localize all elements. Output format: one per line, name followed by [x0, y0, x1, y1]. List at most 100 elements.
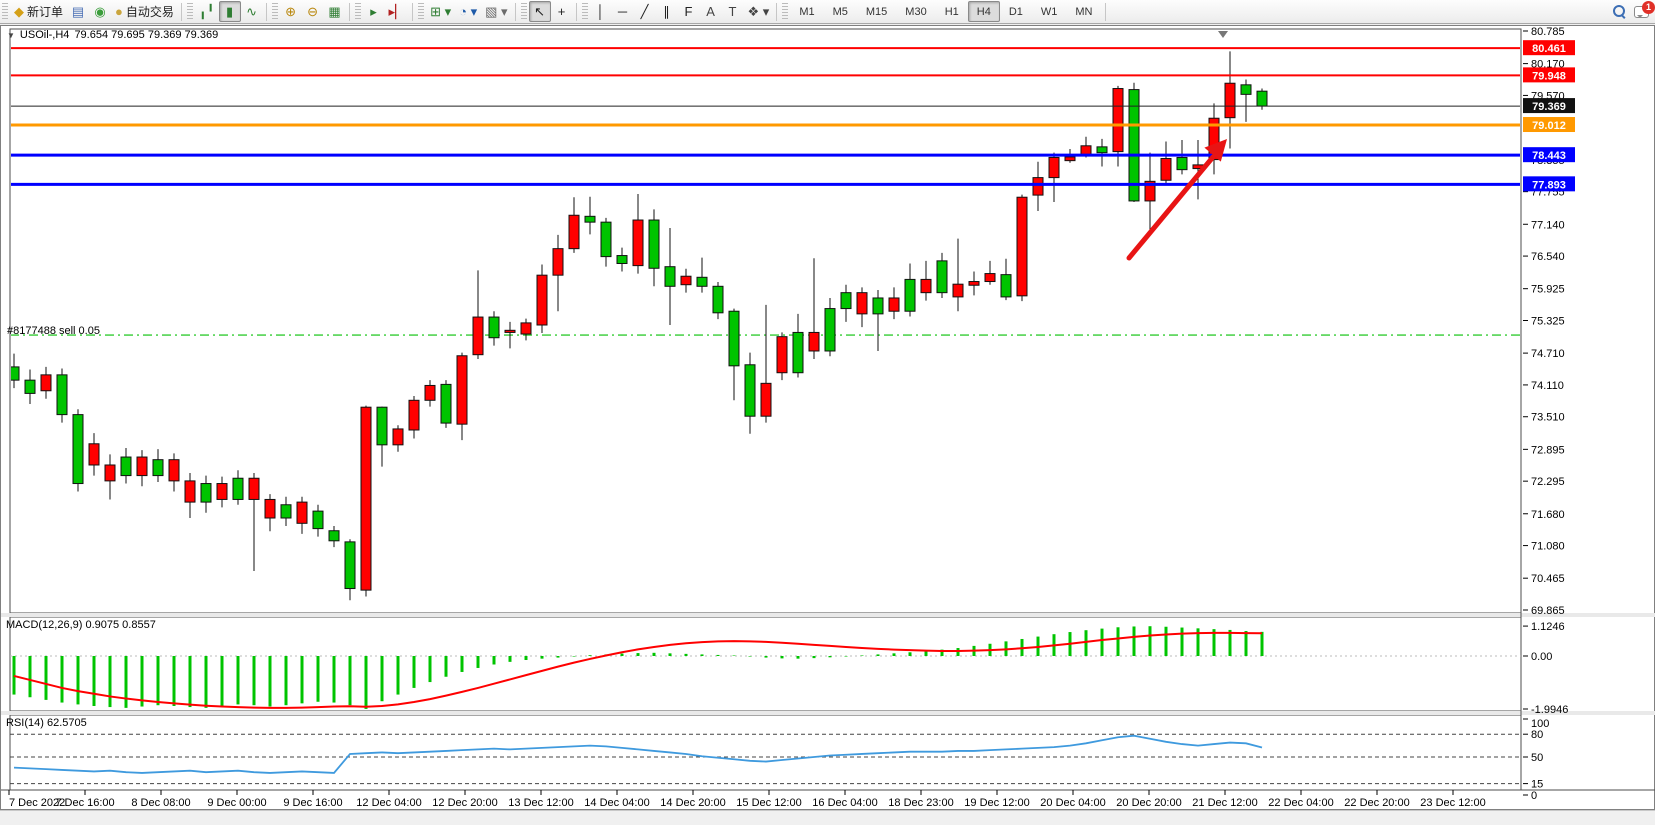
chart-shift-marker-icon[interactable]	[1218, 31, 1228, 38]
text-button[interactable]: A	[700, 1, 722, 22]
macd-pane[interactable]	[9, 616, 1522, 712]
time-axis-label: 9 Dec 16:00	[283, 797, 342, 809]
rsi-pane[interactable]	[9, 714, 1522, 791]
macd-signal-line	[13, 631, 1263, 709]
cursor-button[interactable]: ↖	[528, 1, 551, 22]
crosshair-button[interactable]: +	[551, 1, 573, 22]
search-icon[interactable]	[1613, 5, 1626, 18]
tf-h1-button[interactable]: H1	[936, 1, 968, 22]
tf-m30-button[interactable]: M30	[896, 1, 935, 22]
toolbar-separator	[180, 2, 182, 21]
candle-series	[11, 47, 1520, 601]
bear-candle	[88, 443, 100, 466]
bear-candle	[456, 355, 468, 425]
tf-m5-button[interactable]: M5	[824, 1, 857, 22]
bull-candle	[664, 266, 676, 287]
tf-m15-button-label: M15	[865, 5, 888, 18]
bull-candle	[232, 477, 244, 500]
price-axis-label: 76.540	[1531, 251, 1565, 263]
bull-candle	[696, 276, 708, 287]
periods-button[interactable]: ◔ ▾	[455, 1, 481, 22]
add-indicator-icon: ⊞ ▾	[430, 4, 452, 19]
auto-scroll-icon: ▸	[370, 4, 377, 19]
text-label-button[interactable]: T	[722, 1, 744, 22]
chart-ohlc-values: 79.654 79.695 79.369 79.369	[74, 29, 219, 41]
tf-h4-button[interactable]: H4	[967, 1, 1000, 22]
trendline-button[interactable]: ╱	[634, 1, 656, 22]
bull-candle	[312, 510, 324, 530]
time-axis-label: 22 Dec 04:00	[1268, 797, 1333, 809]
bull-candle	[344, 541, 356, 590]
price-axis-label: 72.895	[1531, 444, 1565, 456]
price-axis-label: 74.710	[1531, 348, 1565, 360]
tile-windows-button[interactable]: ▦	[324, 1, 346, 22]
bear-candle	[1112, 88, 1124, 153]
templates-button[interactable]: ▧ ▾	[481, 1, 511, 22]
market-watch-button[interactable]: ▤	[67, 1, 89, 22]
tf-d1-button[interactable]: D1	[1000, 1, 1032, 22]
signals-icon: ◉	[94, 4, 106, 19]
bull-candle	[11, 366, 20, 381]
time-axis-label: 13 Dec 12:00	[508, 797, 573, 809]
time-axis-label: 21 Dec 12:00	[1192, 797, 1257, 809]
horizontal-line-button[interactable]: ─	[612, 1, 634, 22]
bull-candle	[904, 278, 916, 312]
vertical-line-button[interactable]: │	[590, 1, 612, 22]
bear-candle	[552, 248, 564, 276]
signals-button[interactable]: ◉	[89, 1, 111, 22]
auto-trading-button[interactable]: ● 自动交易	[111, 1, 178, 22]
toolbar-grip	[520, 2, 527, 21]
arrows-button[interactable]: ❖ ▾	[744, 1, 774, 22]
text-icon: A	[706, 4, 715, 19]
bull-candle	[1240, 84, 1252, 95]
price-axis-label: 80.785	[1531, 26, 1565, 38]
candlestick-chart-button[interactable]: ▮	[218, 1, 241, 22]
fibonacci-button[interactable]: F	[678, 1, 700, 22]
bear-candle	[680, 275, 692, 286]
tf-m1-button[interactable]: M1	[790, 1, 823, 22]
pane-separator[interactable]	[1, 613, 1655, 617]
line-chart-icon: ∿	[246, 4, 257, 19]
tf-w1-button[interactable]: W1	[1032, 1, 1067, 22]
line-chart-button[interactable]: ∿	[241, 1, 263, 22]
toolbar-separator	[265, 2, 267, 21]
auto-scroll-button[interactable]: ▸	[363, 1, 385, 22]
bull-candle	[200, 483, 212, 503]
bear-candle	[216, 483, 228, 500]
notifications-icon[interactable]: 1	[1634, 0, 1655, 18]
collapse-panel-icon[interactable]: ▼	[7, 30, 15, 40]
bar-chart-button[interactable]: ╻╹	[195, 1, 219, 22]
tile-windows-icon: ▦	[328, 4, 341, 19]
add-indicator-button[interactable]: ⊞ ▾	[426, 1, 455, 22]
toolbar-separator	[348, 2, 350, 21]
chart-shift-icon: ▸▏	[388, 4, 406, 19]
toolbar-grip	[271, 2, 278, 21]
equidistant-channel-button[interactable]: ∥	[656, 1, 678, 22]
price-chart-canvas[interactable]: 80.78580.17079.57078.95578.35577.75577.1…	[1, 26, 1655, 811]
pane-separator[interactable]	[1, 711, 1655, 715]
bull-candle	[1128, 89, 1140, 202]
tf-mn-button[interactable]: MN	[1066, 1, 1101, 22]
zoom-in-button[interactable]: ⊕	[280, 1, 302, 22]
bull-candle	[600, 221, 612, 258]
bull-candle	[1176, 156, 1188, 171]
chart-shift-button[interactable]: ▸▏	[385, 1, 410, 22]
bull-candle	[648, 219, 660, 269]
horizontal-line-icon: ─	[617, 4, 628, 19]
price-axis-label: 71.680	[1531, 509, 1565, 521]
rsi-axis-label: 50	[1531, 752, 1543, 764]
bull-candle	[1096, 146, 1108, 154]
tf-m5-button-label: M5	[832, 5, 848, 18]
time-axis-label: 12 Dec 04:00	[356, 797, 421, 809]
bear-candle	[1064, 156, 1076, 162]
tf-m15-button[interactable]: M15	[857, 1, 896, 22]
bull-candle	[728, 310, 740, 367]
toolbar-separator	[575, 2, 577, 21]
bear-candle	[392, 428, 404, 446]
price-badge-value: 79.948	[1532, 70, 1566, 82]
new-order-button[interactable]: ◆ 新订单	[10, 1, 67, 22]
bear-candle	[776, 336, 788, 374]
chart-window[interactable]: 80.78580.17079.57078.95578.35577.75577.1…	[0, 25, 1655, 810]
bear-candle	[808, 331, 820, 352]
zoom-out-button[interactable]: ⊖	[302, 1, 324, 22]
